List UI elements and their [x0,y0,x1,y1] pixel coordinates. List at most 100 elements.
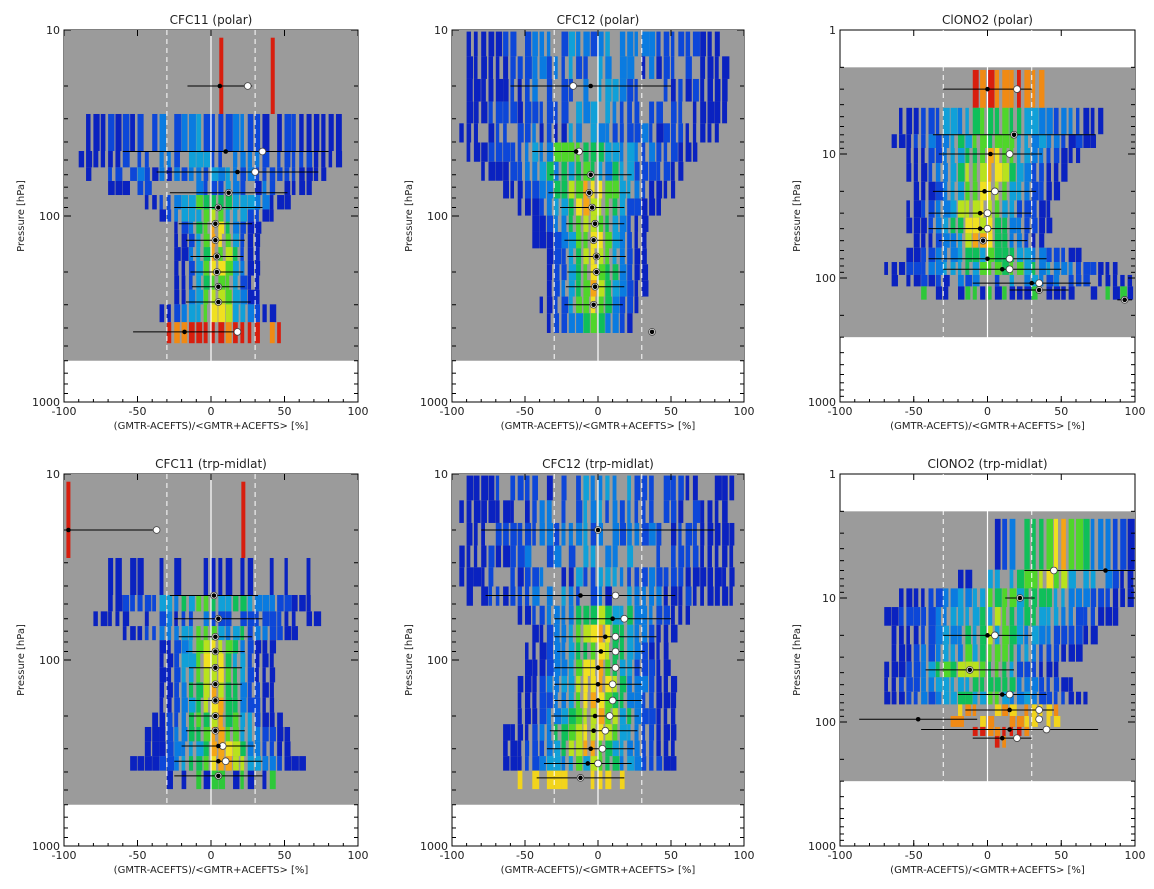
heatmap-cell [987,644,992,662]
heatmap-cell [906,661,912,678]
heatmap-cell [495,142,503,162]
heatmap-cell [641,231,647,249]
heatmap-cell [561,280,566,297]
heatmap-cell [211,180,218,196]
heatmap-cell [181,741,186,757]
heatmap-cell [627,78,634,102]
heatmap-cell [678,475,684,501]
heatmap-cell [284,150,291,168]
heatmap-cell [561,78,569,102]
heatmap-cell [240,594,247,612]
heatmap-cell [262,682,269,698]
heatmap-cell [598,142,604,162]
heatmap-cell [196,113,202,151]
heatmap-cell [539,231,547,249]
heatmap-cell [1083,274,1090,287]
heatmap-cell [144,195,149,210]
heatmap-cell [203,667,210,683]
heatmap-cell [539,180,546,199]
mean-marker [985,633,990,638]
heatmap-cell [568,567,574,587]
heatmap-cell [656,756,663,771]
heatmap-cell [269,322,275,344]
median-marker [1035,715,1043,724]
x-tick-label: 0 [984,849,991,862]
heatmap-cell [921,691,928,705]
heatmap-cell [539,724,545,741]
heatmap-cell [965,217,973,234]
heatmap-cell [525,78,530,102]
x-tick-label: -50 [129,849,147,862]
heatmap-cell [605,280,611,297]
heatmap-cell [159,667,167,683]
heatmap-cell [656,198,661,216]
x-tick-label: -50 [129,405,147,418]
heatmap-cell [598,123,606,143]
heatmap-cell [240,195,248,210]
heatmap-cell [144,726,152,742]
heatmap-cell [488,545,495,568]
heatmap-cell [321,150,326,168]
heatmap-cell [159,640,167,654]
heatmap-cell [188,322,195,344]
heatmap-cell [649,675,655,693]
heatmap-cell [576,31,581,57]
heatmap-cell [921,107,926,135]
heatmap-cell [921,181,926,201]
heatmap-cell [503,586,509,606]
heatmap-cell [561,586,566,606]
heatmap-cell [488,123,495,143]
heatmap-cell [1090,262,1097,275]
heatmap-cell [627,567,631,587]
heatmap-cell [277,611,282,627]
heatmap-cell [144,167,150,181]
heatmap-cell [481,586,489,606]
heatmap-cell [928,217,933,234]
heatmap-cell [233,275,238,290]
heatmap-cell [306,113,312,151]
heatmap-cell [1076,107,1080,135]
heatmap-cell [306,167,313,181]
heatmap-cell [108,113,115,151]
heatmap-cell [262,697,266,713]
heatmap-cell [306,557,311,595]
heatmap-cell [546,770,555,790]
heatmap-cell [1039,147,1044,164]
heatmap-cell [517,78,522,102]
heatmap-cell [247,667,255,683]
x-tick-label: -50 [905,405,923,418]
heatmap-cell [532,740,538,757]
median-marker [221,757,230,765]
heatmap-cell [122,180,130,196]
heatmap-cell [546,142,553,162]
heatmap-cell [958,200,965,218]
heatmap-cell [649,123,653,143]
heatmap-cell [972,691,978,705]
heatmap-cell [965,569,973,589]
heatmap-cell [627,142,635,162]
heatmap-cell [627,101,632,124]
heatmap-cell [218,557,223,595]
heatmap-cell [576,475,581,501]
heatmap-cell [568,724,576,741]
heatmap-cell [188,712,194,727]
heatmap-cell [619,567,624,587]
heatmap-cell [891,134,897,148]
heatmap-cell [913,661,921,678]
heatmap-cell [525,708,531,725]
heatmap-cell [1105,588,1110,608]
heatmap-cell [671,692,677,709]
heatmap-cell [247,304,255,323]
heatmap-cell [1046,661,1053,678]
heatmap-cell [678,545,685,568]
heatmap-cell [619,500,625,523]
heatmap-cell [247,113,254,151]
heatmap-cell [203,275,210,290]
heatmap-cell [1120,286,1127,300]
heatmap-cell [1068,518,1075,570]
heatmap-cell [1031,569,1038,589]
heatmap-cell [211,594,216,612]
heatmap-cell [671,724,677,741]
heatmap-cell [255,275,260,290]
heatmap-cell [284,557,288,595]
